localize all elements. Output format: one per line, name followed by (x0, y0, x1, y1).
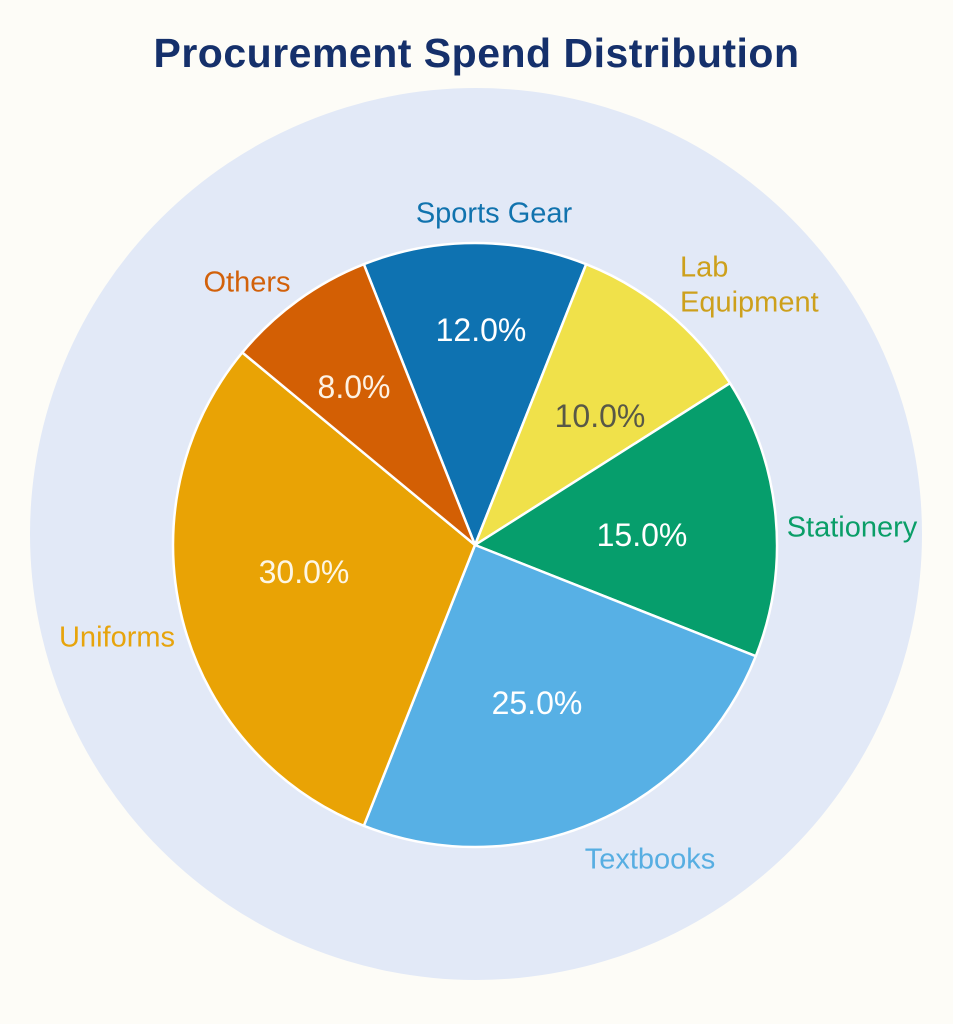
pie-slice-stationery (473, 381, 779, 658)
category-label-textbooks: Textbooks (584, 843, 716, 876)
pct-label-sports-gear: 12.0% (435, 312, 527, 348)
pct-label-others: 8.0% (317, 369, 391, 405)
pie-slice-others (241, 262, 477, 547)
category-label-stationery: Stationery (786, 511, 918, 544)
pct-label-uniforms: 30.0% (258, 554, 350, 590)
category-label-others: Others (203, 266, 291, 299)
pie-slice-uniforms (171, 351, 477, 828)
category-label-lab-equipment: Lab Equipment (680, 251, 819, 319)
pie-slice-textbooks (362, 543, 758, 849)
pct-label-lab-equipment: 10.0% (554, 398, 646, 434)
pct-label-stationery: 15.0% (596, 517, 688, 553)
pie-slice-sports-gear (362, 241, 588, 547)
category-label-sports-gear: Sports Gear (415, 197, 573, 230)
chart-title: Procurement Spend Distribution (153, 30, 800, 76)
pie-slice-lab-equipment (473, 262, 732, 547)
category-label-uniforms: Uniforms (58, 621, 176, 654)
pct-label-textbooks: 25.0% (491, 685, 583, 721)
